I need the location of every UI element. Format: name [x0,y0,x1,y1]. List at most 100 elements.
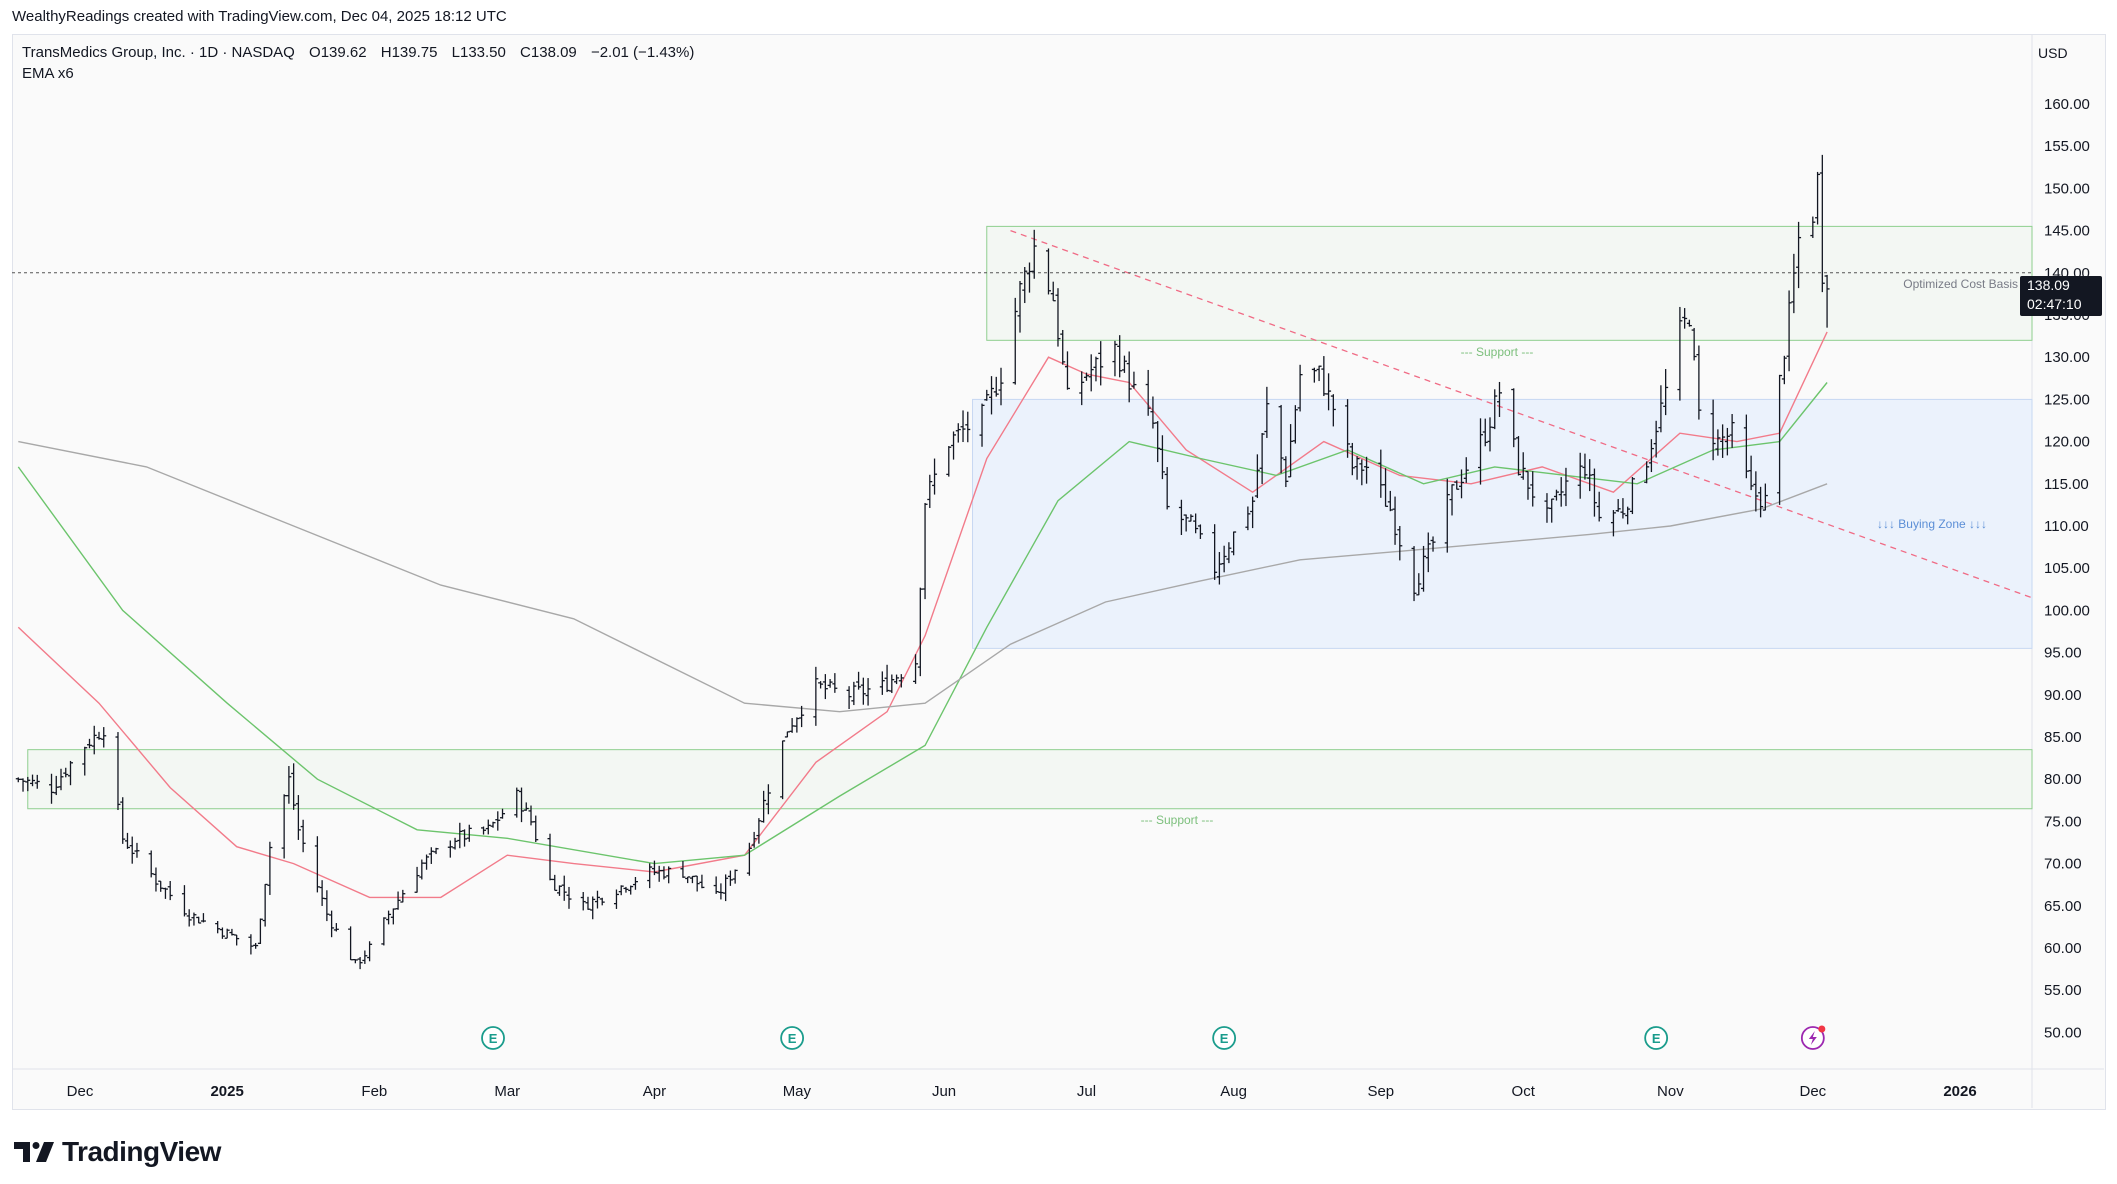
ohlc-bar [993,376,999,397]
ohlc-bar [1364,456,1370,484]
ohlc-bar [1748,455,1754,491]
y-tick-10: 110.00 [2044,518,2089,535]
ohlc-bar [1596,491,1602,522]
x-label-10: Oct [1512,1083,1536,1100]
ohlc-bar [599,897,605,906]
ohlc-bar [395,891,401,910]
ohlc-bar [1283,456,1289,488]
ohlc-bar [585,896,591,910]
ohlc-bar [324,890,330,922]
ohlc-bar [523,802,529,811]
ohlc-bar [680,860,686,878]
y-tick-1: 155.00 [2044,138,2090,155]
ohlc-bar [86,738,92,749]
support-label-top: --- Support --- [1461,345,1534,359]
ohlc-bar [63,767,69,778]
ohlc-bar [1511,388,1517,448]
ohlc-bar [1454,480,1460,490]
ohlc-bar [628,885,634,895]
ohlc-bar [689,875,695,884]
earnings-marker-icon[interactable]: E [780,1026,805,1050]
ohlc-bar [1430,536,1436,552]
ohlc-bar [1758,486,1764,518]
ohlc-bar [400,889,406,903]
ohlc-bar [1026,262,1032,293]
ohlc-bar [466,824,472,842]
y-tick-13: 95.00 [2044,645,2082,662]
ohlc-bar [1387,490,1393,512]
earnings-marker-icon[interactable]: E [1212,1026,1237,1050]
ohlc-bar [314,836,320,893]
ohlc-bar [789,718,795,733]
ohlc-bar [955,423,961,443]
ohlc-bar [1164,467,1170,510]
ohlc-bar [1753,471,1759,512]
ohlc-bar [96,731,102,740]
ohlc-bar [262,883,268,927]
currency-label[interactable]: USD [2038,45,2068,61]
ohlc-bar [998,367,1004,406]
ohlc-bar [25,776,31,792]
ohlc-bar [1558,477,1564,507]
ohlc-bar [1591,468,1597,517]
ohlc-bar [495,811,501,831]
indicator-legend[interactable]: EMA x6 [22,65,74,82]
ohlc-bar [727,870,733,886]
ohlc-bar [846,686,852,710]
ohlc-bar [566,886,572,909]
ohlc-bar [1017,280,1023,333]
ohlc-bar [1577,452,1583,499]
ohlc-bar [1117,335,1123,378]
ohlc-bar [765,784,771,815]
dividend-event-icon[interactable] [1800,1025,1826,1050]
ohlc-bar [1212,524,1218,580]
ohlc-bar [1411,546,1417,602]
ohlc-bar [1383,468,1389,507]
ohlc-bar [1553,489,1559,501]
earnings-marker-icon[interactable]: E [1644,1026,1669,1050]
ohlc-bar [257,918,263,944]
price-chart[interactable]: 160.00155.00150.00145.00140.00135.00130.… [12,34,2104,1108]
ohlc-bar [618,885,624,896]
y-tick-3: 145.00 [2044,223,2090,240]
ohlc-bar [656,865,662,882]
ohlc-bar [286,766,292,804]
ohlc-bar [1245,506,1251,531]
ohlc-bar [1629,476,1635,515]
ohlc-bar [319,880,325,906]
ohlc-bar [1250,496,1256,529]
ohlc-bar [1012,297,1018,385]
support-label-bottom: --- Support --- [1141,813,1214,827]
ohlc-bar [865,678,871,706]
ohlc-bar [661,866,667,880]
ohlc-bar [49,773,55,804]
ohlc-bar [253,942,259,949]
ohlc-bar [115,732,121,811]
ohlc-bar [1278,404,1284,474]
last-price-value: 138.09 [2027,277,2070,293]
ohlc-bar [590,896,596,920]
ohlc-bar [329,910,335,938]
x-label-0: Dec [67,1083,94,1100]
ohlc-bar [979,403,985,447]
ohlc-bar [647,863,653,889]
ohlc-bar [481,826,487,835]
ohlc-bar [1786,290,1792,372]
ohlc-bar [352,958,358,964]
ohlc-bar [799,705,805,728]
tradingview-logo[interactable]: TradingView [14,1134,221,1170]
ohlc-bar [158,880,164,892]
earnings-marker-icon[interactable]: E [481,1026,505,1050]
ohlc-bar [200,913,206,923]
ohlc-bar [1150,396,1156,429]
y-tick-2: 150.00 [2044,180,2090,197]
symbol-name[interactable]: TransMedics Group, Inc. · 1D · NASDAQ [22,44,295,61]
ohlc-bar [1254,454,1260,499]
ohlc-bar [533,815,539,843]
ohlc-bar [1496,381,1502,417]
ohlc-bar [1060,329,1066,365]
ohlc-bar [1459,469,1465,499]
ohlc-bar [818,681,824,689]
ohlc-bar [898,674,904,688]
ohlc-bar [248,934,254,955]
